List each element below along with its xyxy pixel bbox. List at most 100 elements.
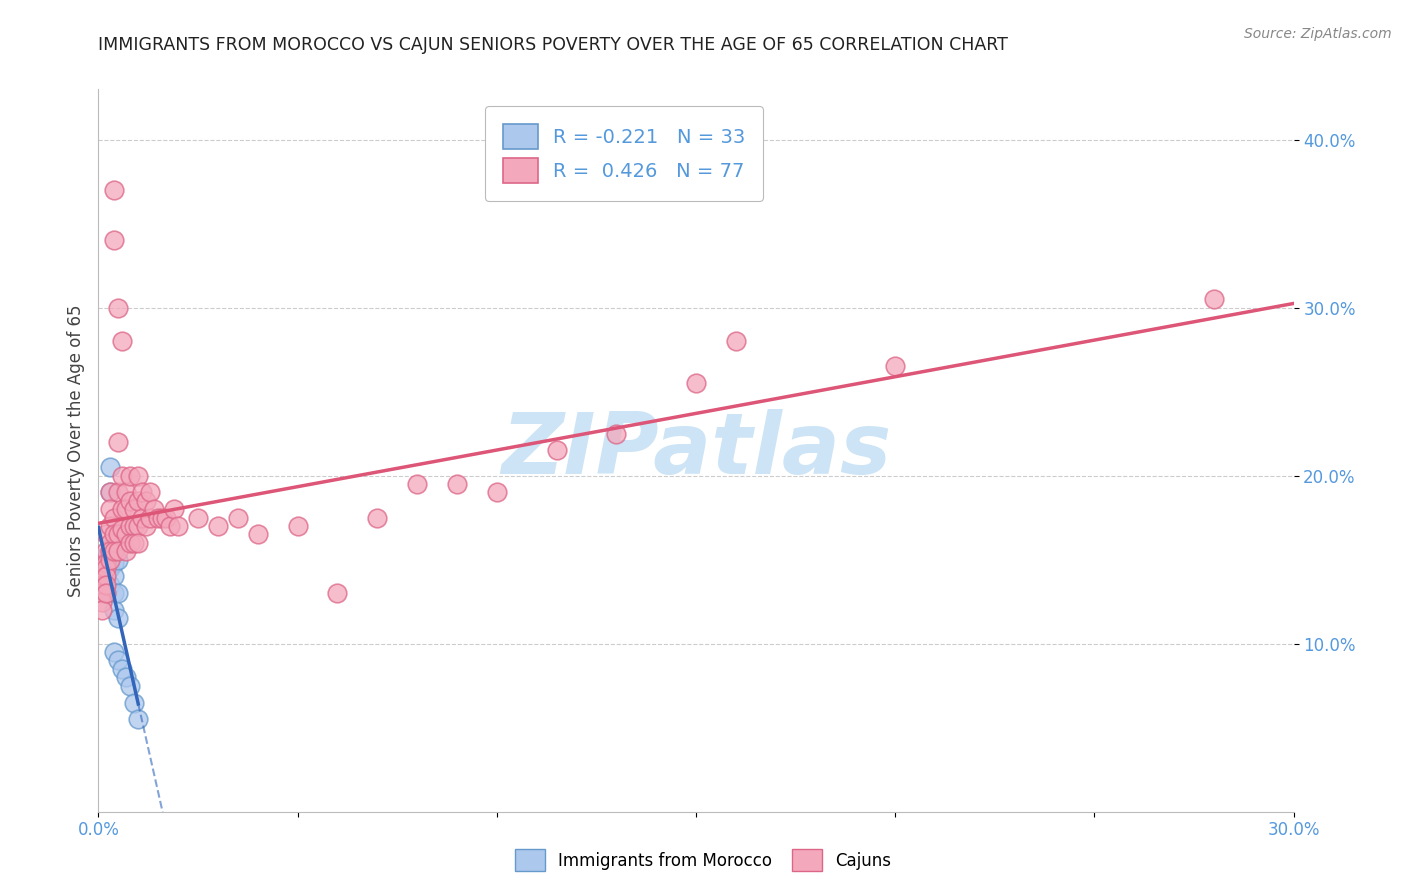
Point — [111, 334, 134, 349]
Point — [96, 556, 118, 570]
Point — [139, 510, 162, 524]
Point — [96, 569, 118, 583]
Text: IMMIGRANTS FROM MOROCCO VS CAJUN SENIORS POVERTY OVER THE AGE OF 65 CORRELATION : IMMIGRANTS FROM MOROCCO VS CAJUN SENIORS… — [98, 36, 1008, 54]
Point — [326, 586, 349, 600]
Point — [103, 603, 125, 617]
Point — [98, 519, 122, 533]
Point — [366, 510, 388, 524]
Point — [446, 477, 468, 491]
Point — [96, 569, 118, 583]
Point — [148, 510, 170, 524]
Point — [103, 569, 125, 583]
Point — [150, 510, 173, 524]
Point — [406, 477, 429, 491]
Point — [98, 544, 122, 558]
Point — [124, 502, 146, 516]
Point — [111, 502, 134, 516]
Point — [131, 485, 153, 500]
Point — [226, 510, 249, 524]
Point — [724, 334, 747, 349]
Point — [98, 578, 122, 592]
Point — [139, 485, 162, 500]
Point — [91, 569, 114, 583]
Point — [155, 510, 177, 524]
Point — [124, 696, 146, 710]
Point — [96, 549, 118, 564]
Point — [91, 595, 114, 609]
Text: ZIPatlas: ZIPatlas — [501, 409, 891, 492]
Point — [91, 552, 114, 566]
Point — [107, 301, 129, 315]
Point — [98, 460, 122, 475]
Point — [91, 569, 114, 583]
Point — [91, 586, 114, 600]
Legend: R = -0.221   N = 33, R =  0.426   N = 77: R = -0.221 N = 33, R = 0.426 N = 77 — [485, 106, 763, 201]
Point — [91, 573, 114, 587]
Point — [98, 552, 122, 566]
Point — [1202, 292, 1225, 306]
Point — [103, 510, 125, 524]
Point — [91, 561, 114, 575]
Point — [127, 519, 149, 533]
Point — [124, 519, 146, 533]
Point — [111, 468, 134, 483]
Point — [103, 183, 125, 197]
Point — [127, 712, 149, 726]
Point — [96, 586, 118, 600]
Point — [98, 485, 122, 500]
Point — [187, 510, 209, 524]
Point — [96, 544, 118, 558]
Point — [103, 536, 125, 550]
Point — [103, 645, 125, 659]
Point — [163, 502, 186, 516]
Point — [107, 435, 129, 450]
Point — [115, 544, 138, 558]
Point — [103, 556, 125, 570]
Point — [91, 603, 114, 617]
Point — [115, 485, 138, 500]
Point — [98, 552, 122, 566]
Text: Source: ZipAtlas.com: Source: ZipAtlas.com — [1244, 27, 1392, 41]
Point — [167, 519, 190, 533]
Point — [98, 561, 122, 575]
Point — [107, 653, 129, 667]
Point — [135, 519, 157, 533]
Point — [96, 556, 118, 570]
Point — [107, 527, 129, 541]
Point — [103, 544, 125, 558]
Point — [143, 502, 166, 516]
Point — [96, 527, 118, 541]
Point — [127, 494, 149, 508]
Point — [120, 536, 142, 550]
Point — [120, 519, 142, 533]
Point — [115, 502, 138, 516]
Point — [131, 510, 153, 524]
Point — [246, 527, 269, 541]
Point — [98, 502, 122, 516]
Point — [103, 234, 125, 248]
Point — [120, 468, 142, 483]
Point — [98, 485, 122, 500]
Point — [159, 519, 181, 533]
Point — [91, 578, 114, 592]
Point — [124, 536, 146, 550]
Point — [91, 556, 114, 570]
Point — [96, 561, 118, 575]
Point — [605, 426, 627, 441]
Point — [107, 544, 129, 558]
Point — [107, 586, 129, 600]
Point — [107, 552, 129, 566]
Point — [96, 561, 118, 575]
Point — [127, 468, 149, 483]
Point — [98, 544, 122, 558]
Point — [107, 485, 129, 500]
Point — [115, 670, 138, 684]
Point — [96, 578, 118, 592]
Point — [103, 586, 125, 600]
Point — [98, 536, 122, 550]
Point — [111, 523, 134, 537]
Point — [103, 527, 125, 541]
Point — [120, 679, 142, 693]
Point — [685, 376, 707, 391]
Point — [115, 527, 138, 541]
